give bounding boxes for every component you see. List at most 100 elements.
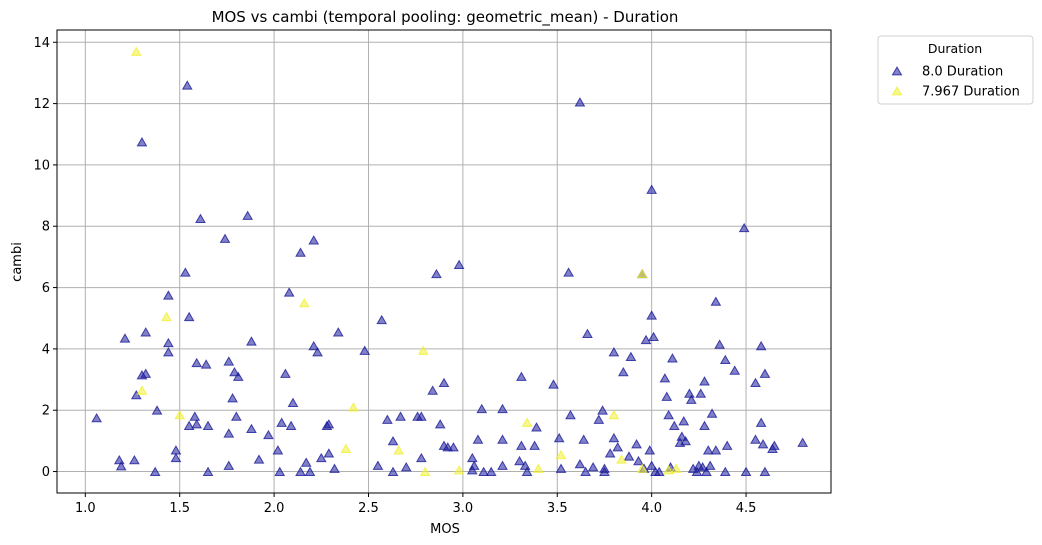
data-point [714, 339, 725, 349]
data-point [574, 97, 586, 107]
data-point [170, 445, 182, 455]
data-point [757, 439, 769, 449]
data-point [625, 351, 637, 361]
data-point [646, 310, 658, 320]
y-tick-label: 14 [33, 36, 50, 51]
data-point [608, 432, 620, 443]
data-point [699, 376, 710, 386]
legend-title: Duration [928, 41, 982, 56]
data-point [382, 414, 393, 424]
data-point [616, 454, 627, 464]
y-axis-ticks: 0 2 4 6 8 10 12 14 [33, 36, 57, 480]
data-point [668, 420, 680, 430]
data-point [453, 259, 465, 269]
data-point [308, 235, 320, 245]
data-point [415, 452, 427, 463]
data-point [691, 466, 703, 476]
data-point [608, 347, 620, 357]
data-point [633, 455, 644, 466]
data-point [183, 311, 195, 322]
y-tick-label: 12 [33, 97, 50, 112]
legend-marker [891, 86, 903, 96]
data-point [497, 460, 508, 470]
data-point [219, 233, 231, 243]
data-point [738, 222, 750, 233]
data-point [466, 465, 478, 475]
data-point [246, 336, 257, 346]
legend-marker [891, 66, 903, 76]
data-point [431, 268, 442, 279]
data-point [719, 354, 731, 365]
plot-frame [56, 29, 832, 494]
data-point [263, 429, 274, 440]
data-point [548, 379, 559, 389]
data-point [298, 297, 310, 308]
data-point [163, 290, 174, 300]
data-point [646, 460, 658, 470]
data-point [372, 460, 384, 470]
data-point [136, 385, 148, 395]
data-point [710, 445, 722, 455]
y-axis-label: cambi [10, 242, 25, 282]
data-point [283, 287, 295, 297]
data-point [636, 463, 648, 473]
legend-box [877, 35, 1034, 105]
data-point [599, 466, 610, 476]
data-point [617, 366, 629, 377]
data-point [472, 434, 484, 444]
data-point [323, 419, 335, 429]
data-point [593, 414, 605, 424]
data-point [659, 373, 671, 383]
data-point [376, 314, 388, 325]
series-1-points [91, 80, 809, 476]
data-point [612, 442, 624, 452]
y-tick-label: 6 [42, 281, 50, 296]
data-point [285, 420, 297, 430]
data-point [521, 417, 533, 427]
data-point [529, 440, 540, 450]
data-point [387, 435, 399, 446]
data-point [229, 366, 240, 377]
data-point [91, 412, 103, 423]
data-point [710, 296, 722, 306]
data-point [274, 466, 286, 476]
data-point [253, 454, 265, 464]
data-point [115, 461, 127, 471]
data-point [514, 455, 525, 466]
data-point [578, 434, 590, 444]
data-point [644, 445, 656, 455]
data-point [702, 445, 714, 455]
data-point [183, 420, 195, 430]
data-point [295, 247, 306, 257]
data-point [769, 440, 780, 450]
data-point [563, 267, 574, 277]
data-point [149, 466, 161, 476]
data-point [181, 80, 193, 90]
y-tick-label: 8 [42, 220, 50, 235]
data-point [246, 423, 257, 434]
data-point [553, 432, 565, 443]
legend: Duration 8.0 Duration 7.967 Duration [877, 35, 1034, 105]
data-point [555, 449, 567, 460]
data-point [750, 434, 761, 444]
data-point [759, 368, 771, 378]
data-point [323, 448, 335, 458]
legend-label: 8.0 Duration [922, 65, 1003, 80]
data-point [359, 345, 371, 355]
y-tick-label: 10 [33, 158, 50, 173]
data-point [200, 359, 212, 369]
data-point [623, 451, 635, 461]
data-point [400, 462, 412, 472]
data-point [750, 377, 761, 388]
data-point [684, 388, 695, 398]
data-point [230, 411, 242, 421]
data-point [348, 402, 359, 412]
data-point [640, 334, 652, 345]
x-tick-label: 2.5 [358, 501, 379, 516]
x-tick-label: 1.5 [169, 501, 190, 516]
data-point [729, 365, 741, 375]
data-point [387, 466, 399, 476]
data-point [755, 340, 767, 351]
data-point [497, 434, 508, 444]
data-point [704, 460, 716, 470]
